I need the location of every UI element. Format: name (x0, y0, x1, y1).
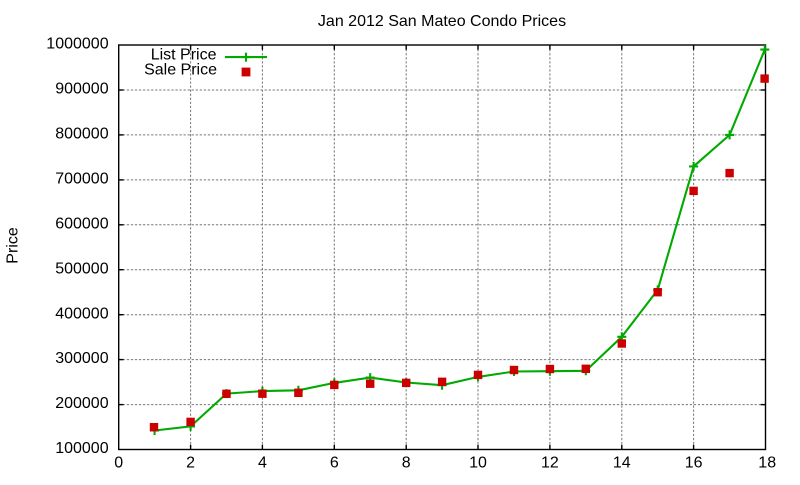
svg-text:6: 6 (330, 454, 339, 471)
svg-text:100000: 100000 (55, 440, 108, 457)
svg-text:600000: 600000 (55, 215, 108, 232)
svg-text:10: 10 (469, 454, 487, 471)
svg-text:800000: 800000 (55, 126, 108, 143)
svg-text:500000: 500000 (55, 260, 108, 277)
svg-text:900000: 900000 (55, 81, 108, 98)
svg-text:12: 12 (541, 454, 559, 471)
svg-text:Jan 2012 San Mateo Condo Price: Jan 2012 San Mateo Condo Prices (318, 13, 566, 30)
svg-text:List Price: List Price (151, 47, 217, 64)
svg-text:300000: 300000 (55, 350, 108, 367)
svg-text:Price: Price (5, 227, 22, 264)
svg-text:16: 16 (685, 454, 703, 471)
svg-text:400000: 400000 (55, 305, 108, 322)
svg-text:8: 8 (402, 454, 411, 471)
svg-text:14: 14 (613, 454, 631, 471)
svg-text:Sale Price: Sale Price (144, 62, 217, 79)
svg-text:4: 4 (258, 454, 267, 471)
svg-text:700000: 700000 (55, 171, 108, 188)
svg-text:0: 0 (114, 454, 123, 471)
svg-text:2: 2 (186, 454, 195, 471)
svg-text:200000: 200000 (55, 395, 108, 412)
svg-text:18: 18 (758, 454, 776, 471)
svg-text:1000000: 1000000 (46, 36, 108, 53)
